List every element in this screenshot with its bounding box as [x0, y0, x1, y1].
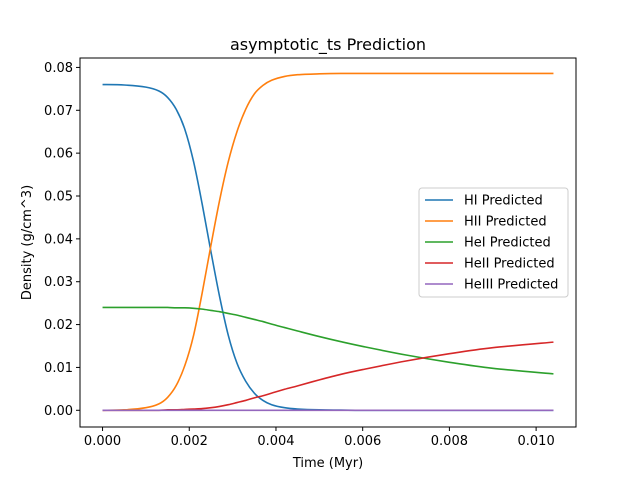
legend-label: HeII Predicted [464, 257, 555, 272]
y-tick-label: 0.02 [44, 318, 73, 333]
x-axis-label: Time (Myr) [292, 456, 363, 471]
x-tick-label: 0.008 [431, 434, 468, 449]
chart-title: asymptotic_ts Prediction [230, 35, 426, 55]
legend: HI Predicted HII Predicted HeI Predicted He… [418, 187, 569, 298]
y-tick-label: 0.03 [44, 275, 73, 290]
legend-label: HeIII Predicted [464, 278, 558, 293]
x-tick-label: 0.006 [344, 434, 381, 449]
legend-label: HII Predicted [464, 215, 547, 230]
y-tick-label: 0.04 [44, 232, 73, 247]
x-tick-label: 0.000 [84, 434, 121, 449]
legend-items: HI Predicted HII Predicted HeI Predicted He… [425, 194, 558, 293]
y-tick-label: 0.06 [44, 147, 73, 162]
series-group [102, 72, 554, 412]
y-tick-label: 0.08 [44, 61, 73, 76]
y-axis: 0.00 0.01 0.02 0.03 0.04 0.05 0.06 0.07 0.08 [44, 61, 80, 419]
series-line-hei-predicted [102, 306, 554, 375]
y-tick-label: 0.01 [44, 361, 73, 376]
x-tick-label: 0.004 [257, 434, 294, 449]
x-tick-label: 0.010 [518, 434, 555, 449]
x-axis: 0.000 0.002 0.004 0.006 0.008 0.010 [84, 427, 555, 449]
y-tick-label: 0.05 [44, 190, 73, 205]
legend-box [418, 187, 569, 298]
legend-label: HeI Predicted [464, 236, 551, 251]
y-axis-label: Density (g/cm^3) [20, 185, 35, 300]
x-tick-label: 0.002 [171, 434, 208, 449]
y-tick-label: 0.07 [44, 104, 73, 119]
legend-label: HI Predicted [464, 194, 543, 209]
y-tick-label: 0.00 [44, 404, 73, 419]
plot-frame [79, 57, 577, 428]
series-line-hii-predicted [102, 72, 554, 412]
